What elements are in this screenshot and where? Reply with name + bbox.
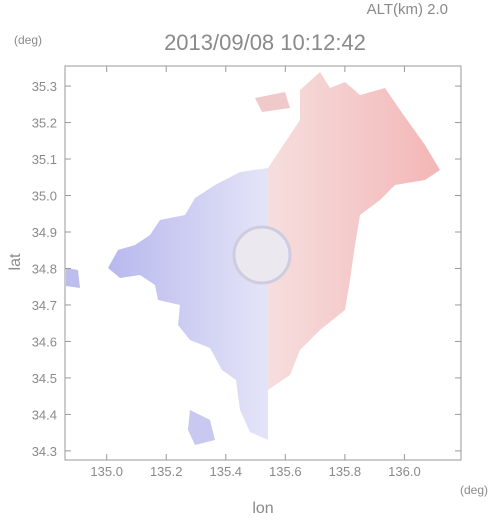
y-tick-label: 35.0 [32, 189, 57, 204]
x-tick-label: 135.0 [90, 464, 123, 479]
plot-frame [64, 65, 462, 461]
altitude-label: ALT(km) 2.0 [367, 1, 448, 18]
receding-echo [268, 72, 440, 390]
chart-title: 2013/09/08 10:12:42 [164, 30, 366, 55]
y-tick-label: 35.1 [32, 152, 57, 167]
x-axis-label: lon [252, 500, 273, 517]
x-tick-label: 135.6 [269, 464, 302, 479]
approaching-echo [108, 168, 268, 440]
x-tick-label: 136.0 [388, 464, 421, 479]
y-tick-label: 34.7 [32, 298, 57, 313]
velocity-field [66, 72, 440, 445]
y-unit: (deg) [14, 33, 42, 47]
y-tick-label: 35.3 [32, 79, 57, 94]
y-axis-label: lat [7, 253, 24, 270]
approaching-echo [66, 268, 80, 288]
x-unit: (deg) [460, 483, 488, 497]
y-tick-label: 34.6 [32, 334, 57, 349]
y-tick-label: 34.8 [32, 261, 57, 276]
y-tick-label: 34.9 [32, 225, 57, 240]
x-tick-label: 135.4 [210, 464, 243, 479]
y-tick-label: 35.2 [32, 116, 57, 131]
y-tick-label: 34.3 [32, 444, 57, 459]
approaching-echo [188, 410, 215, 445]
receding-echo [255, 92, 290, 112]
x-tick-label: 135.8 [329, 464, 362, 479]
y-tick-label: 34.5 [32, 371, 57, 386]
radar-site [232, 225, 292, 285]
y-tick-label: 34.4 [32, 407, 57, 422]
x-tick-label: 135.2 [150, 464, 183, 479]
